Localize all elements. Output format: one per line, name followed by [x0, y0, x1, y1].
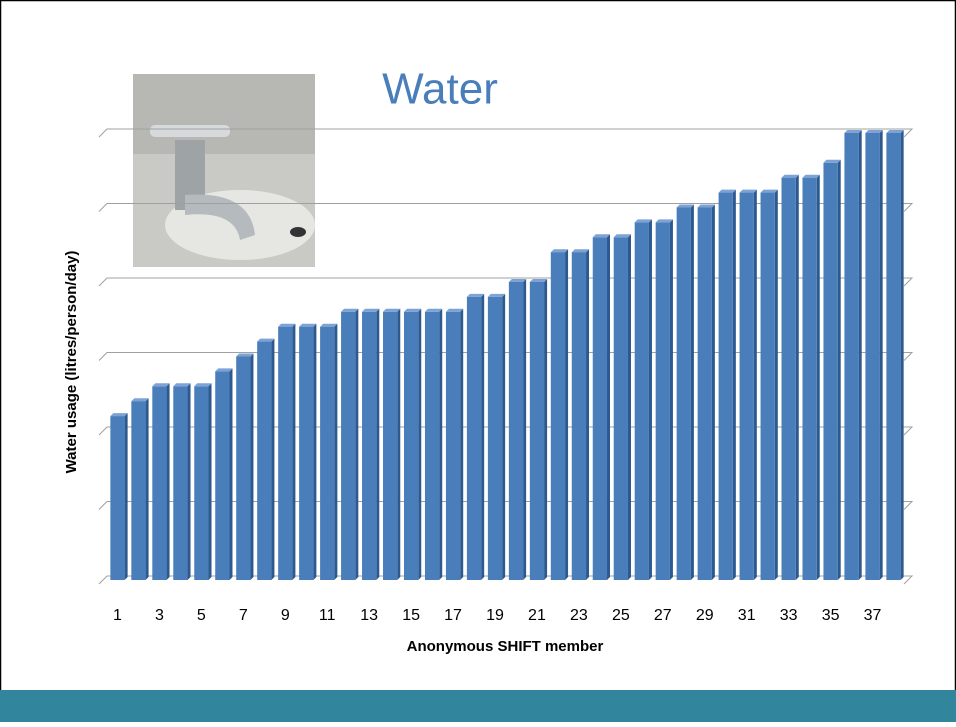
bar	[424, 308, 443, 580]
bar	[257, 338, 275, 580]
bar	[508, 279, 527, 580]
bar	[487, 293, 506, 580]
bar	[571, 249, 590, 580]
bar	[383, 308, 401, 580]
bar	[278, 323, 296, 580]
bar	[466, 293, 485, 580]
bar	[592, 234, 611, 581]
x-axis-label: Anonymous SHIFT member	[407, 638, 604, 655]
chart-title: Water	[382, 65, 498, 114]
bar	[341, 308, 359, 580]
bar	[131, 398, 149, 580]
x-tick-label: 5	[197, 607, 206, 624]
bar	[802, 174, 820, 580]
bar	[215, 368, 233, 580]
bar	[634, 219, 652, 580]
bar	[697, 204, 715, 580]
x-tick-label: 19	[486, 607, 504, 624]
x-tick-label: 37	[864, 607, 882, 624]
bar	[823, 159, 841, 581]
bar	[886, 130, 904, 580]
bar	[613, 234, 631, 581]
bar	[781, 174, 799, 580]
x-tick-label: 13	[360, 607, 378, 624]
x-tick-label: 1	[113, 607, 122, 624]
bar	[194, 383, 212, 580]
x-tick-label: 25	[612, 607, 630, 624]
bar	[236, 353, 254, 580]
bar	[739, 189, 757, 580]
grid-line	[98, 277, 914, 287]
grid-line	[98, 203, 914, 212]
x-tick-label: 35	[822, 607, 840, 624]
bar	[110, 413, 128, 580]
bar	[676, 204, 694, 580]
bar	[865, 130, 883, 580]
x-tick-label: 9	[281, 607, 290, 624]
bar	[152, 383, 170, 580]
bar	[844, 130, 862, 580]
x-tick-label: 23	[570, 607, 588, 624]
y-axis-label: Water usage (litres/person/day)	[63, 251, 80, 474]
x-tick-label: 11	[319, 607, 336, 624]
tap-photo	[133, 74, 315, 267]
bar	[173, 383, 191, 580]
x-tick-label: 29	[696, 607, 714, 624]
bar	[403, 308, 422, 580]
x-tick-label: 3	[155, 607, 164, 624]
x-tick-label: 31	[738, 607, 756, 624]
bar	[655, 219, 673, 580]
x-tick-label: 17	[444, 607, 462, 624]
x-tick-label: 15	[402, 607, 420, 624]
footer-band	[0, 690, 956, 722]
bar	[299, 323, 317, 580]
bar	[550, 249, 569, 580]
bar	[760, 189, 778, 580]
x-tick-label: 27	[654, 607, 672, 624]
bar	[320, 323, 338, 580]
bar	[362, 308, 380, 580]
grid-line	[98, 128, 914, 138]
x-tick-label: 21	[528, 607, 546, 624]
bar	[529, 279, 548, 580]
bar	[445, 308, 464, 580]
x-tick-label: 7	[239, 607, 248, 624]
bar	[718, 189, 736, 580]
x-tick-label: 33	[780, 607, 798, 624]
